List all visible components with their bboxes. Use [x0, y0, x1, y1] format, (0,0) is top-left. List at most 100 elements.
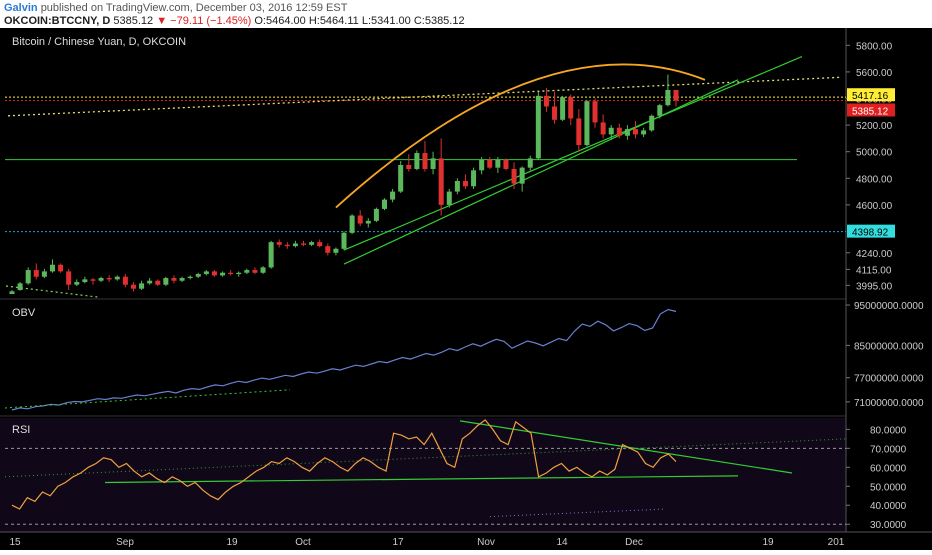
candle[interactable] [511, 162, 517, 189]
candle[interactable] [608, 125, 614, 140]
candle-body [616, 127, 622, 136]
candle[interactable] [446, 188, 452, 208]
candle[interactable] [17, 282, 23, 291]
candle[interactable] [49, 259, 55, 273]
candle[interactable] [98, 276, 104, 283]
candle[interactable] [139, 280, 145, 291]
candle[interactable] [624, 125, 630, 140]
candle[interactable] [292, 240, 298, 248]
candle[interactable] [414, 150, 420, 171]
candle[interactable] [203, 270, 209, 276]
candle[interactable] [422, 141, 428, 172]
candle[interactable] [503, 158, 509, 171]
candle[interactable] [268, 240, 274, 269]
candle[interactable] [284, 242, 290, 249]
candle[interactable] [74, 279, 80, 287]
x-tick-label: Nov [477, 537, 495, 548]
candle[interactable] [260, 266, 266, 275]
candle[interactable] [211, 270, 217, 277]
rsi-line [11, 419, 677, 510]
candle[interactable] [171, 275, 177, 284]
candle[interactable] [9, 290, 15, 295]
candle[interactable] [430, 151, 436, 175]
price-pane[interactable]: Bitcoin / Chinese Yuan, D, OKCOIN [5, 36, 846, 298]
candle[interactable] [220, 271, 226, 277]
candle[interactable] [527, 155, 533, 171]
candle[interactable] [373, 207, 379, 223]
candle[interactable] [66, 268, 72, 291]
candle[interactable] [114, 275, 120, 281]
candle[interactable] [552, 91, 558, 124]
candle[interactable] [187, 275, 193, 280]
candle[interactable] [406, 154, 412, 172]
symbol-name[interactable]: OKCOIN:BTCCNY, D [4, 15, 111, 27]
obv-pane[interactable]: OBV [4, 307, 677, 411]
candle[interactable] [584, 99, 590, 147]
candle[interactable] [163, 276, 169, 287]
candle[interactable] [301, 240, 307, 247]
candle[interactable] [147, 278, 153, 285]
candle[interactable] [179, 276, 185, 283]
candle[interactable] [82, 276, 88, 284]
candle[interactable] [665, 74, 671, 107]
candle-body [284, 244, 290, 247]
candle[interactable] [438, 138, 444, 216]
candle[interactable] [649, 114, 655, 132]
candle[interactable] [535, 91, 541, 160]
candle[interactable] [341, 231, 347, 251]
candle[interactable] [576, 109, 582, 152]
rsi-support-line [104, 475, 739, 484]
price-label-text: 5417.16 [852, 91, 889, 102]
candle[interactable] [252, 267, 258, 275]
candle[interactable] [122, 274, 128, 288]
candle[interactable] [673, 89, 679, 107]
candle[interactable] [349, 214, 355, 235]
rsi-tick-label: 80.0000 [870, 425, 907, 436]
candle[interactable] [600, 114, 606, 139]
rsi-pane[interactable]: RSI [4, 419, 847, 525]
candle[interactable] [543, 87, 549, 112]
candle[interactable] [244, 268, 250, 275]
candle[interactable] [90, 278, 96, 285]
candle[interactable] [236, 271, 242, 277]
candle[interactable] [560, 95, 566, 122]
candle[interactable] [25, 267, 31, 285]
chart-svg[interactable]: Bitcoin / Chinese Yuan, D, OKCOIN OBV RS… [0, 28, 932, 550]
candle[interactable] [33, 263, 39, 280]
candle[interactable] [58, 263, 64, 273]
chart-area[interactable]: Bitcoin / Chinese Yuan, D, OKCOIN OBV RS… [0, 28, 932, 550]
candle[interactable] [41, 268, 47, 279]
candle[interactable] [495, 157, 501, 173]
candle[interactable] [106, 275, 112, 283]
candle[interactable] [276, 239, 282, 248]
candle[interactable] [487, 157, 493, 169]
candle[interactable] [568, 94, 574, 126]
candle[interactable] [633, 121, 639, 139]
candle[interactable] [130, 282, 136, 292]
candle[interactable] [309, 240, 315, 247]
candle[interactable] [381, 198, 387, 211]
candle[interactable] [365, 218, 371, 228]
candle[interactable] [228, 270, 234, 276]
candle[interactable] [317, 239, 323, 248]
candle[interactable] [616, 123, 622, 139]
candle[interactable] [657, 103, 663, 119]
candle[interactable] [479, 157, 485, 175]
candle[interactable] [641, 127, 647, 138]
candle[interactable] [195, 272, 201, 279]
symbol-line: OKCOIN:BTCCNY, D 5385.12 ▼ −79.11 (−1.45… [4, 15, 465, 27]
candle[interactable] [592, 98, 598, 128]
candle[interactable] [471, 167, 477, 189]
price-tick-label: 5200.00 [856, 121, 893, 132]
candle[interactable] [454, 178, 460, 195]
price-pane-title: Bitcoin / Chinese Yuan, D, OKCOIN [12, 36, 186, 48]
candle[interactable] [325, 243, 331, 256]
candle[interactable] [155, 279, 161, 287]
candle[interactable] [398, 161, 404, 193]
author-link[interactable]: Galvin [4, 2, 38, 14]
candle[interactable] [357, 210, 363, 227]
candle[interactable] [333, 247, 339, 256]
candle[interactable] [390, 188, 396, 203]
candle[interactable] [519, 166, 525, 192]
candle[interactable] [462, 174, 468, 189]
